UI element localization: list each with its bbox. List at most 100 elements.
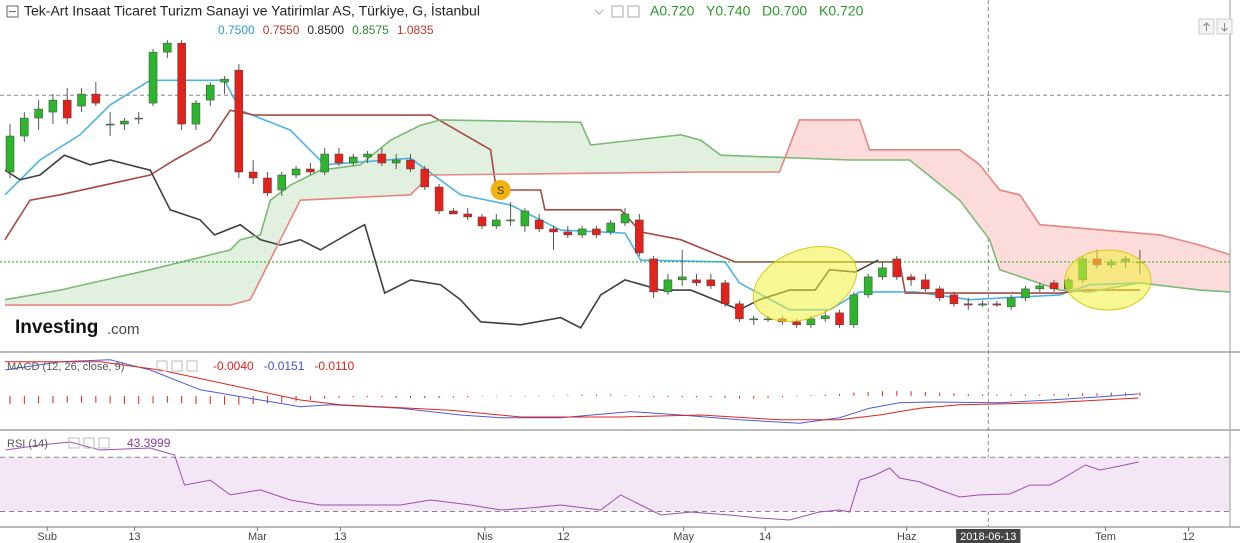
- candle-body: [77, 93, 86, 107]
- dropdown-caret[interactable]: [594, 9, 604, 15]
- candle-body: [191, 102, 201, 125]
- icon[interactable]: [186, 360, 198, 372]
- bg-layer: [0, 0, 1230, 527]
- candle-body: [978, 303, 987, 306]
- candle-body: [1006, 297, 1016, 308]
- candle-body: [91, 93, 101, 104]
- candle-body: [935, 288, 944, 299]
- highlight-ellipse: [1064, 249, 1152, 311]
- x-tick-label: Haz: [897, 531, 917, 543]
- candle-body: [177, 42, 186, 125]
- settings-icon[interactable]: [611, 5, 624, 18]
- candle-body: [549, 228, 558, 233]
- candle-body: [205, 84, 215, 101]
- rsi-band: [0, 457, 1230, 512]
- candle-body: [420, 168, 430, 188]
- candle-body: [5, 135, 15, 173]
- candle-body: [749, 318, 758, 321]
- candle-body: [692, 279, 701, 284]
- candle-body: [964, 303, 973, 306]
- candle-body: [806, 318, 816, 326]
- indicator-line: [5, 361, 1139, 421]
- ichimoku-cloud: [5, 119, 786, 306]
- candle-body: [148, 51, 158, 104]
- indicator-line: [4, 109, 1140, 294]
- indicator-icons: [68, 360, 198, 449]
- candle-body: [835, 312, 844, 326]
- candle-body: [635, 219, 644, 254]
- x-tick-label: Mar: [248, 531, 267, 543]
- candle-body: [291, 168, 301, 176]
- icon[interactable]: [156, 360, 168, 372]
- x-tick-label: Sub: [37, 531, 57, 543]
- candle-body: [163, 42, 172, 53]
- candle-body: [320, 153, 329, 173]
- x-tick-label: 12: [557, 531, 569, 543]
- arrow-icon: [1221, 23, 1228, 32]
- candle-body: [220, 78, 229, 83]
- indicator-line: [5, 441, 1139, 521]
- candle-body: [849, 294, 859, 326]
- legend-value: -0.0110: [314, 359, 354, 373]
- crosshair-label: 2018-06-13: [960, 531, 1016, 543]
- candle-body: [563, 231, 573, 236]
- icon[interactable]: [68, 437, 80, 449]
- indicator-line: [4, 359, 1139, 424]
- x-tick-label: 12: [1182, 531, 1194, 543]
- candle-body: [62, 99, 72, 119]
- candle-body: [706, 279, 716, 287]
- ohlc-close: K0.720: [819, 3, 864, 19]
- candle-body: [492, 219, 501, 227]
- close-icon[interactable]: [627, 5, 640, 18]
- signal-label: S: [497, 185, 504, 197]
- signal-marker: [490, 179, 511, 200]
- candle-body: [406, 159, 415, 170]
- ohlc-high: Y0.740: [706, 3, 751, 19]
- ohlc-open: A0.720: [650, 3, 695, 19]
- legend-value: 43.3999: [127, 436, 171, 450]
- candle-body: [892, 258, 902, 278]
- x-tick-label: 13: [128, 531, 140, 543]
- rsi-title: RSI (14): [7, 438, 48, 450]
- candle-body: [120, 120, 129, 125]
- icon[interactable]: [98, 437, 110, 449]
- candle-body: [391, 159, 401, 164]
- arrow-icon: [1203, 22, 1210, 31]
- candle-body: [949, 294, 959, 305]
- candle-body: [663, 279, 673, 293]
- candle-body: [306, 168, 315, 173]
- candle-body: [792, 321, 801, 326]
- legend-value: -0.0040: [213, 359, 254, 373]
- candle-body: [592, 228, 601, 236]
- legend-value: 0.8575: [352, 23, 389, 37]
- icon[interactable]: [171, 360, 183, 372]
- indicator-line: [4, 119, 1231, 301]
- candle-body: [677, 276, 687, 281]
- x-tick-label: Tem: [1095, 531, 1116, 543]
- legend-value: 0.7500: [218, 23, 255, 37]
- legend-value: 0.8500: [307, 23, 344, 37]
- candle-body: [735, 303, 744, 320]
- x-tick-label: 13: [334, 531, 346, 543]
- indicator-line: [5, 119, 1231, 306]
- chart-title: Tek-Art Insaat Ticaret Turizm Sanayi ve …: [24, 2, 480, 19]
- candle-body: [649, 258, 658, 293]
- candle-body: [463, 213, 472, 218]
- legend-value: 1.0835: [397, 23, 434, 37]
- crosshair-label-bg: [956, 529, 1021, 543]
- logo-main: Investing: [15, 317, 98, 338]
- candle-body: [506, 219, 515, 222]
- candle-body: [906, 276, 916, 281]
- collapse-button[interactable]: [6, 5, 19, 18]
- candle-body: [1021, 288, 1030, 299]
- ichimoku-cloud: [785, 119, 1230, 292]
- candle-body: [134, 117, 143, 120]
- highlight-ellipse: [752, 246, 858, 322]
- candle-body: [820, 315, 830, 320]
- candle-body: [105, 123, 115, 126]
- candle-body: [1035, 285, 1045, 290]
- icon[interactable]: [83, 437, 95, 449]
- candle-body: [863, 276, 873, 296]
- x-tick-label: Nis: [477, 531, 493, 543]
